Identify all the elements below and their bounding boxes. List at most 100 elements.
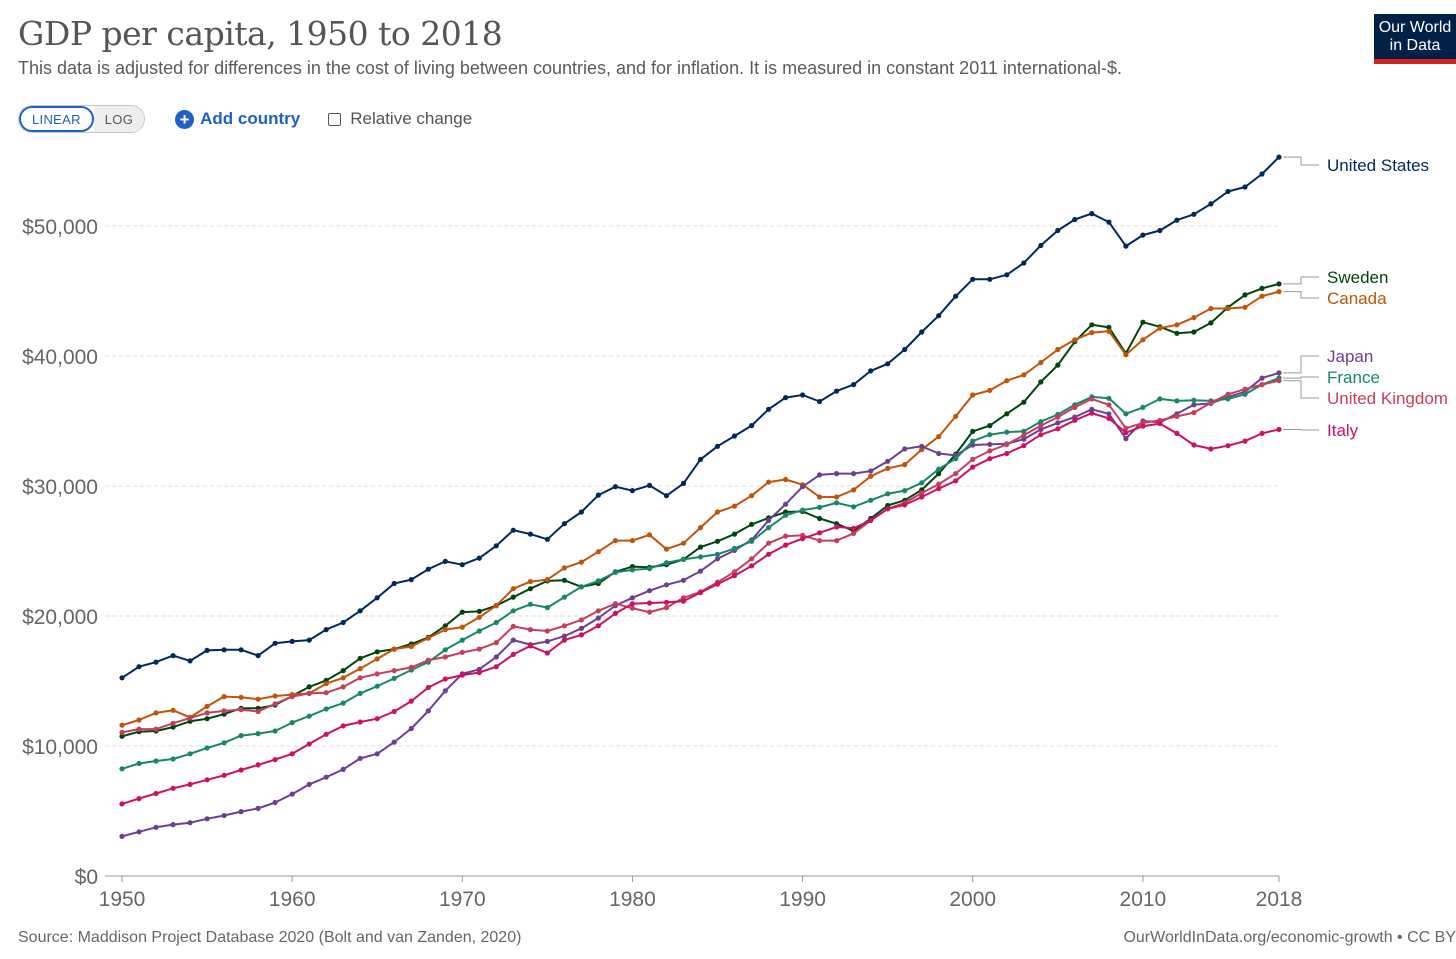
- data-point: [595, 578, 602, 584]
- data-point: [493, 640, 499, 646]
- data-point: [783, 533, 789, 539]
- y-tick-label: $50,000: [22, 216, 98, 239]
- label-connector: [1283, 355, 1319, 374]
- data-point: [340, 619, 346, 626]
- data-point: [374, 751, 380, 757]
- data-point: [170, 724, 176, 730]
- data-point: [221, 708, 227, 714]
- data-point: [527, 586, 534, 592]
- data-point: [919, 329, 925, 335]
- data-point: [561, 577, 568, 583]
- label-connector: [1283, 156, 1319, 166]
- source-note[interactable]: Source: Maddison Project Database 2020 (…: [18, 929, 522, 946]
- data-point: [272, 640, 278, 646]
- data-point: [595, 549, 602, 555]
- data-point: [1038, 379, 1044, 385]
- data-point: [578, 632, 585, 638]
- data-point: [204, 816, 210, 822]
- data-point: [442, 623, 448, 629]
- relative-change-checkbox[interactable]: [328, 112, 342, 126]
- data-point: [1140, 404, 1146, 410]
- data-point: [204, 745, 210, 751]
- add-country-button[interactable]: + Add country: [175, 109, 300, 129]
- data-point: [1174, 398, 1180, 404]
- data-point: [1191, 397, 1197, 403]
- linear-button[interactable]: LINEAR: [19, 106, 94, 132]
- data-point: [119, 729, 125, 736]
- data-point: [800, 536, 806, 542]
- plus-icon: +: [175, 109, 195, 129]
- data-point: [153, 710, 159, 716]
- series-label: Canada: [1327, 289, 1387, 308]
- owid-logo[interactable]: Our World in Data: [1374, 14, 1456, 64]
- series-label: Sweden: [1327, 268, 1388, 287]
- data-point: [204, 710, 210, 716]
- series-label: France: [1327, 368, 1380, 387]
- data-point: [323, 690, 329, 696]
- data-point: [1174, 322, 1180, 328]
- data-point: [255, 696, 261, 702]
- data-point: [1004, 450, 1010, 457]
- data-point: [1004, 378, 1010, 384]
- data-point: [697, 554, 704, 560]
- data-point: [1089, 406, 1095, 412]
- series-line: [121, 282, 1280, 738]
- data-point: [578, 625, 585, 631]
- data-point: [1157, 421, 1163, 427]
- data-point: [1072, 404, 1078, 410]
- data-point: [1259, 171, 1265, 177]
- data-point: [817, 398, 823, 405]
- data-point: [306, 637, 312, 643]
- data-point: [697, 590, 704, 596]
- data-point: [1055, 227, 1061, 234]
- data-point: [1106, 395, 1112, 401]
- data-point: [170, 653, 176, 659]
- y-tick-label: $30,000: [22, 476, 98, 499]
- relative-change-toggle[interactable]: Relative change: [328, 109, 472, 129]
- data-point: [1242, 184, 1248, 190]
- data-point: [629, 567, 636, 573]
- data-point: [289, 751, 295, 757]
- x-tick-label: 2010: [1120, 888, 1167, 911]
- source-url[interactable]: OurWorldInData.org/economic-growth • CC …: [1123, 929, 1456, 946]
- data-point: [834, 524, 840, 530]
- data-point: [425, 657, 431, 663]
- data-point: [1021, 443, 1027, 449]
- data-point: [1191, 211, 1197, 217]
- data-point: [340, 723, 346, 729]
- data-point: [697, 456, 704, 462]
- data-point: [885, 458, 891, 464]
- data-point: [510, 586, 516, 592]
- data-point: [970, 276, 976, 282]
- data-point: [374, 649, 380, 655]
- data-point: [646, 566, 653, 572]
- data-point: [187, 658, 193, 664]
- data-point: [817, 494, 823, 500]
- data-point: [425, 708, 431, 714]
- series-label: Japan: [1327, 347, 1373, 366]
- data-point: [374, 683, 380, 689]
- data-point: [493, 654, 499, 660]
- log-button[interactable]: LOG: [93, 106, 145, 132]
- data-point: [731, 433, 738, 439]
- data-point: [817, 538, 823, 544]
- data-point: [783, 395, 789, 401]
- data-point: [987, 448, 993, 454]
- data-point: [766, 517, 772, 523]
- data-point: [783, 476, 789, 483]
- data-point: [1259, 430, 1265, 436]
- data-point: [459, 609, 465, 615]
- data-point: [578, 559, 585, 565]
- data-point: [834, 471, 840, 477]
- data-point: [1225, 305, 1231, 312]
- chart-controls: LINEAR LOG + Add country Relative change: [18, 105, 472, 133]
- data-point: [1276, 378, 1282, 384]
- series-label: United Kingdom: [1327, 389, 1448, 408]
- data-point: [868, 473, 874, 479]
- data-point: [902, 502, 908, 508]
- data-point: [204, 647, 210, 653]
- x-tick-label: 1960: [269, 888, 316, 911]
- data-point: [663, 582, 670, 588]
- data-point: [612, 610, 619, 616]
- data-point: [749, 538, 755, 544]
